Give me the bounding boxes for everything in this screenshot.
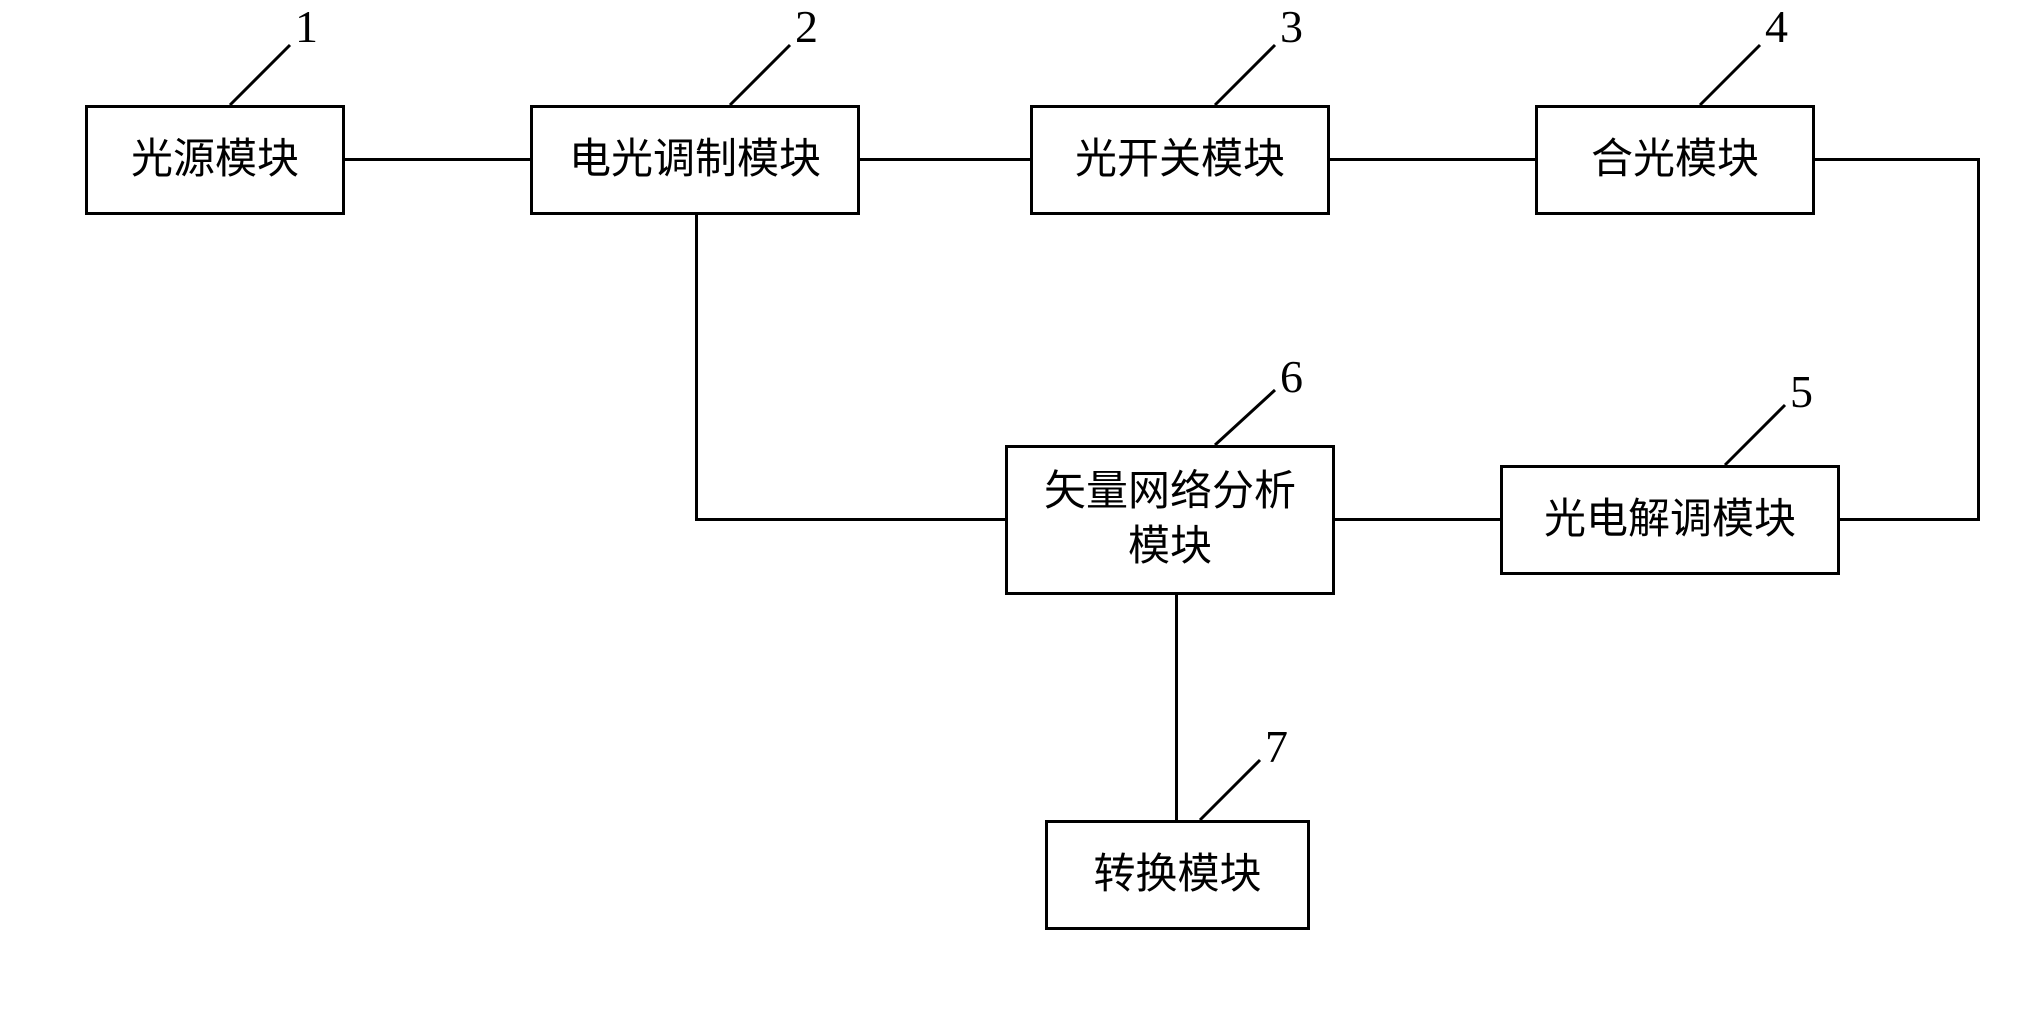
edge-n4-n5-seg1 [1815, 158, 1980, 161]
edge-n6-n7 [1175, 595, 1178, 820]
node-vector-network-analysis: 矢量网络分析 模块 [1005, 445, 1335, 595]
node-light-source: 光源模块 [85, 105, 345, 215]
node-light-combiner: 合光模块 [1535, 105, 1815, 215]
label-4: 4 [1765, 0, 1788, 53]
edge-n4-n5-seg3 [1840, 518, 1980, 521]
label-2: 2 [795, 0, 818, 53]
node-label: 转换模块 [1093, 848, 1261, 903]
node-label: 电光调制模块 [569, 133, 821, 188]
edge-n6-n2-seg2 [695, 215, 698, 521]
label-7: 7 [1265, 720, 1288, 773]
node-label: 合光模块 [1591, 133, 1759, 188]
node-label: 光电解调模块 [1544, 493, 1796, 548]
edge-n3-n4 [1330, 158, 1535, 161]
edge-n2-n3 [860, 158, 1030, 161]
label-6: 6 [1280, 350, 1303, 403]
edge-n1-n2 [345, 158, 530, 161]
edge-n4-n5-seg2 [1977, 158, 1980, 521]
node-label: 光源模块 [131, 133, 299, 188]
node-label: 光开关模块 [1075, 133, 1285, 188]
edge-n6-n2-seg1 [695, 518, 1005, 521]
label-1: 1 [295, 0, 318, 53]
edge-n5-n6 [1335, 518, 1500, 521]
node-eo-modulation: 电光调制模块 [530, 105, 860, 215]
label-3: 3 [1280, 0, 1303, 53]
node-pd-demod: 光电解调模块 [1500, 465, 1840, 575]
node-optical-switch: 光开关模块 [1030, 105, 1330, 215]
node-label: 矢量网络分析 模块 [1044, 465, 1296, 574]
label-5: 5 [1790, 365, 1813, 418]
node-conversion: 转换模块 [1045, 820, 1310, 930]
